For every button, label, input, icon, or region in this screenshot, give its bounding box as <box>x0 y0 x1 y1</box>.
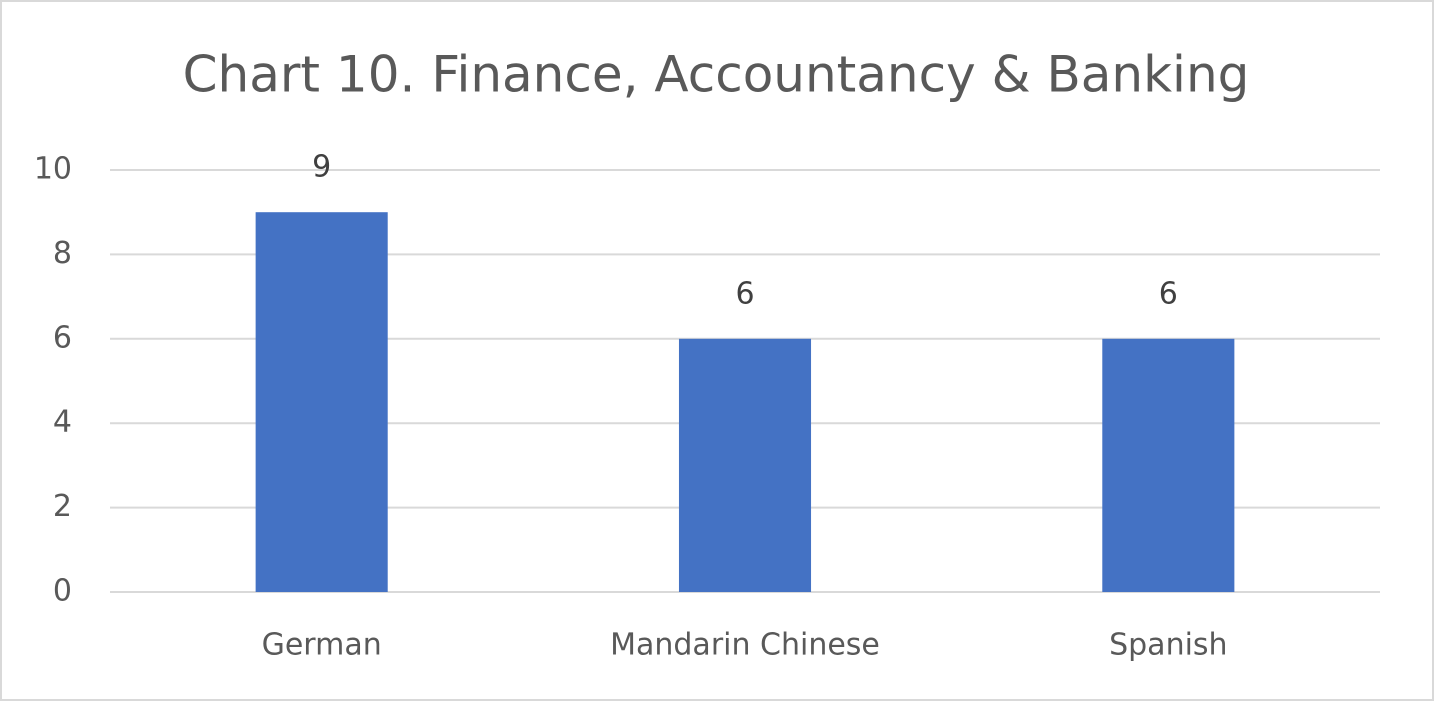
chart-title: Chart 10. Finance, Accountancy & Banking <box>183 46 1250 104</box>
y-tick-label: 4 <box>53 405 72 440</box>
value-label: 6 <box>1159 276 1178 311</box>
y-tick-label: 2 <box>53 489 72 524</box>
x-tick-label: Spanish <box>1109 628 1227 663</box>
bar <box>1102 338 1235 592</box>
y-tick-label: 6 <box>53 320 72 355</box>
y-tick-label: 8 <box>53 236 72 271</box>
x-tick-label: Mandarin Chinese <box>610 628 880 663</box>
value-label: 9 <box>312 150 331 185</box>
y-tick-label: 10 <box>34 152 72 187</box>
bar <box>255 212 388 592</box>
y-tick-label: 0 <box>53 574 72 609</box>
bar <box>678 338 812 592</box>
value-label: 6 <box>735 276 754 311</box>
x-tick-label: German <box>262 628 382 663</box>
